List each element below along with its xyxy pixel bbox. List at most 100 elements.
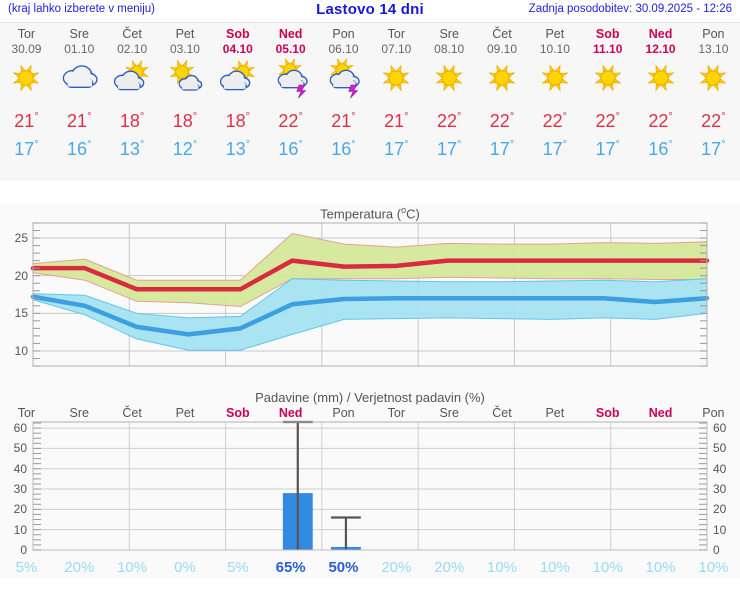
forecast-day-header: Tor 07.10 [370,27,423,56]
precipitation-probability-label: 5% [226,559,249,576]
precipitation-day-label: Pet [545,406,565,420]
precipitation-y-tick-label-right: 60 [713,421,727,436]
precipitation-day-label: Sob [225,406,250,420]
precipitation-plot-area [0,388,740,578]
precipitation-day-label: Sre [439,406,459,420]
section-divider [0,181,740,203]
forecast-min-temp-cell: 13° [106,133,159,161]
precipitation-day-label: Ned [648,406,673,420]
precipitation-y-tick-label-right: 40 [713,461,727,476]
forecast-min-temp-cell: 17° [687,133,740,161]
forecast-max-temp-cell: 21° [53,105,106,133]
forecast-day-header-row: Tor 30.09 Sre 01.10 Čet 02.10 Pet 03.10 Sob 04.10… [0,23,740,56]
temperature-y-tick-label: 15 [14,306,28,321]
min-temp-value: 17 [595,139,616,159]
precipitation-chart-panel: Padavine (mm) / Verjetnost padavin (%) T… [0,388,740,578]
forecast-max-temp-cell: 22° [476,105,529,133]
precipitation-day-label: Pet [175,406,195,420]
forecast-weather-icon-cell [159,58,212,104]
precipitation-probability-label: 20% [434,559,465,576]
precipitation-y-tick-label-right: 10 [713,522,727,537]
day-date: 10.10 [539,42,570,56]
max-temp-value: 18 [172,111,193,131]
day-name: Ned [278,27,303,41]
day-date: 08.10 [434,42,465,56]
forecast-max-temp-cell: 22° [581,105,634,133]
precipitation-day-label: Pon [702,406,725,420]
forecast-min-temp-cell: 16° [53,133,106,161]
min-temp-value: 16 [278,139,299,159]
day-name: Sob [225,27,250,41]
day-name: Sob [595,27,620,41]
forecast-min-temp-cell: 17° [0,133,53,161]
degree-symbol: ° [404,111,409,123]
precipitation-y-tick-label-left: 50 [13,441,27,456]
forecast-day-header: Ned 12.10 [634,27,687,56]
min-temp-value: 17 [384,139,405,159]
precipitation-day-label: Čet [122,406,142,420]
degree-symbol: ° [351,139,356,151]
precipitation-y-tick-label-right: 50 [713,441,727,456]
forecast-weather-icon-cell [211,58,264,104]
sun-icon [687,58,740,100]
forecast-day-header: Sob 04.10 [211,27,264,56]
forecast-weather-icon-cell [53,58,106,104]
sun-icon [370,58,423,100]
min-temp-value: 12 [172,139,193,159]
min-temp-value: 17 [542,139,563,159]
precipitation-day-label: Ned [278,406,303,420]
forecast-day-header: Pet 03.10 [159,27,212,56]
forecast-weather-icon-cell [581,58,634,104]
degree-symbol: ° [562,139,568,151]
min-temp-value: 17 [701,139,722,159]
precipitation-chart-title: Padavine (mm) / Verjetnost padavin (%) [255,390,485,405]
degree-symbol: ° [298,111,303,123]
forecast-min-temp-cell: 17° [476,133,529,161]
cloudy-icon [53,58,106,100]
degree-symbol: ° [298,139,303,151]
page-header: (kraj lahko izberete v meniju) Lastovo 1… [0,0,740,22]
precipitation-y-tick-label-left: 10 [13,522,27,537]
precipitation-y-tick-label-right: 20 [713,502,727,517]
day-name: Pon [702,27,725,41]
forecast-weather-icon-cell [634,58,687,104]
min-temp-value: 13 [225,139,246,159]
precipitation-day-label: Sre [69,406,89,420]
max-temp-value: 22 [489,111,510,131]
min-temp-value: 17 [436,139,457,159]
degree-symbol: ° [509,111,515,123]
precipitation-day-header-row: Tor Sre Čet Pet Sob Ned Pon Tor Sre Čet Pet Sob Ned P… [0,406,740,420]
precipitation-probability-label: 10% [698,559,729,576]
degree-symbol: ° [245,139,251,151]
forecast-min-temp-cell: 17° [528,133,581,161]
min-temp-value: 17 [14,139,35,159]
forecast-day-header: Čet 02.10 [106,27,159,56]
degree-symbol: ° [509,139,515,151]
precipitation-y-tick-label-left: 0 [20,543,27,557]
precipitation-day-label: Čet [492,406,512,420]
degree-symbol: ° [87,111,92,123]
degree-symbol: ° [668,139,673,151]
degree-symbol: ° [615,111,620,123]
temperature-title-main: Temperatura ( [320,206,402,222]
max-temp-value: 21 [331,111,352,131]
forecast-day-header: Pon 06.10 [317,27,370,56]
degree-symbol: ° [721,111,726,123]
forecast-max-temp-cell: 21° [317,105,370,133]
max-temp-value: 22 [278,111,299,131]
min-temp-value: 13 [119,139,140,159]
sun-icon [581,58,634,100]
max-temp-value: 22 [701,111,722,131]
day-name: Pon [332,27,355,41]
forecast-min-temp-cell: 17° [581,133,634,161]
degree-symbol: ° [351,111,356,123]
min-temp-value: 16 [331,139,352,159]
day-date: 12.10 [645,42,676,56]
temperature-y-tick-label: 25 [14,231,28,246]
day-date: 13.10 [698,42,729,56]
precipitation-y-tick-label-right: 0 [713,543,720,557]
max-temp-value: 22 [542,111,563,131]
sun-icon [0,58,53,100]
forecast-max-temp-cell: 18° [211,105,264,133]
precipitation-probability-label: 10% [487,559,518,576]
